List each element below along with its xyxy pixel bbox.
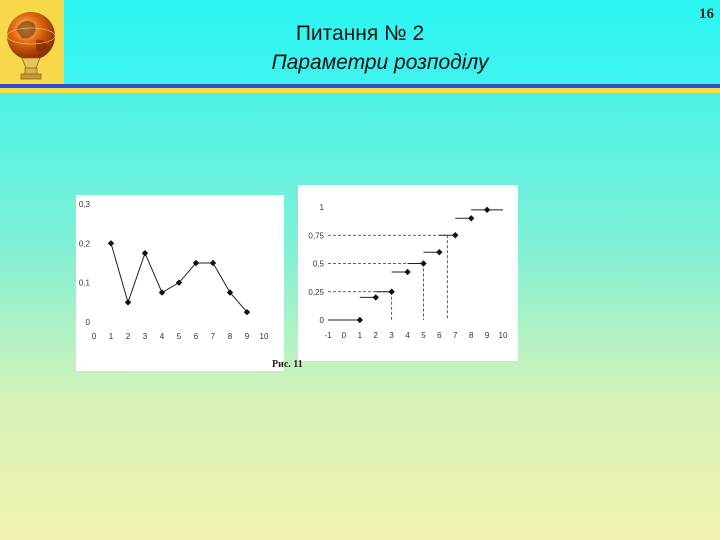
x-tick-label: 4	[405, 331, 410, 340]
data-point	[452, 232, 459, 239]
header-divider-blue	[0, 84, 720, 88]
x-tick-label: 10	[260, 332, 269, 341]
data-point	[467, 215, 475, 222]
x-tick-label: 4	[160, 332, 165, 341]
globe-trophy-icon	[6, 12, 56, 80]
x-tick-label: 1	[358, 331, 363, 340]
polygon-chart-svg: 0 0,1 0,2 0,3 0 1 2 3 4 5 6 7 8 9 10	[79, 200, 269, 341]
y-tick-label: 0,5	[313, 260, 325, 269]
data-point	[141, 249, 149, 257]
data-point	[124, 299, 132, 306]
y-tick-label: 0	[86, 318, 91, 327]
figure-caption: Рис. 11	[272, 359, 303, 370]
x-tick-label: 8	[469, 331, 474, 340]
x-tick-label: 3	[143, 332, 148, 341]
data-point	[192, 259, 200, 267]
x-tick-label: 7	[453, 331, 458, 340]
slide-title: Питання № 2	[295, 22, 425, 45]
series-line	[110, 243, 248, 313]
x-tick-label: 0	[342, 331, 347, 340]
x-tick-label: 5	[421, 331, 426, 340]
data-point	[388, 288, 395, 295]
x-tick-label: 2	[126, 332, 131, 341]
data-point	[436, 249, 443, 256]
data-point	[158, 289, 166, 296]
x-tick-label: -1	[324, 331, 332, 340]
y-tick-label: 0	[320, 316, 325, 325]
data-point	[420, 260, 427, 267]
data-point	[226, 289, 234, 296]
x-tick-label: 6	[194, 332, 199, 341]
x-tick-label: 6	[437, 331, 442, 340]
data-point	[209, 259, 217, 267]
y-tick-label: 1	[320, 203, 325, 212]
data-point	[243, 308, 251, 316]
distribution-chart-svg: 0 0,25 0,5 0,75 1 -1 0 1 2 3 4 5 6 7 8 9 10	[308, 203, 508, 340]
y-tick-label: 0,75	[308, 231, 324, 240]
x-tick-label: 9	[245, 332, 250, 341]
x-tick-label: 3	[389, 331, 394, 340]
slide-subtitle: Параметри розподілу	[271, 51, 489, 74]
x-tick-label: 5	[177, 332, 182, 341]
x-tick-label: 1	[109, 332, 114, 341]
x-tick-label: 0	[92, 332, 97, 341]
x-tick-label: 2	[374, 331, 379, 340]
page-number: 16	[699, 6, 714, 22]
data-point	[404, 268, 411, 276]
data-point	[372, 294, 379, 301]
data-point	[175, 279, 183, 286]
y-tick-label: 0,1	[79, 279, 91, 288]
header-divider-yellow	[0, 88, 720, 93]
data-point	[107, 240, 115, 247]
x-tick-label: 7	[211, 332, 216, 341]
x-tick-label: 10	[499, 331, 508, 340]
y-tick-label: 0,3	[79, 200, 91, 209]
y-tick-label: 0,2	[79, 239, 91, 248]
data-point	[483, 206, 491, 214]
probability-polygon-chart: 0 0,1 0,2 0,3 0 1 2 3 4 5 6 7 8 9 10	[76, 195, 284, 371]
logo	[0, 0, 64, 84]
y-tick-label: 0,25	[308, 288, 324, 297]
x-tick-label: 8	[228, 332, 233, 341]
data-point	[356, 316, 364, 324]
x-tick-label: 9	[485, 331, 490, 340]
distribution-function-chart: 0 0,25 0,5 0,75 1 -1 0 1 2 3 4 5 6 7 8 9 10	[298, 185, 518, 361]
slide-header: Питання № 2 Параметри розподілу 16	[0, 0, 720, 84]
